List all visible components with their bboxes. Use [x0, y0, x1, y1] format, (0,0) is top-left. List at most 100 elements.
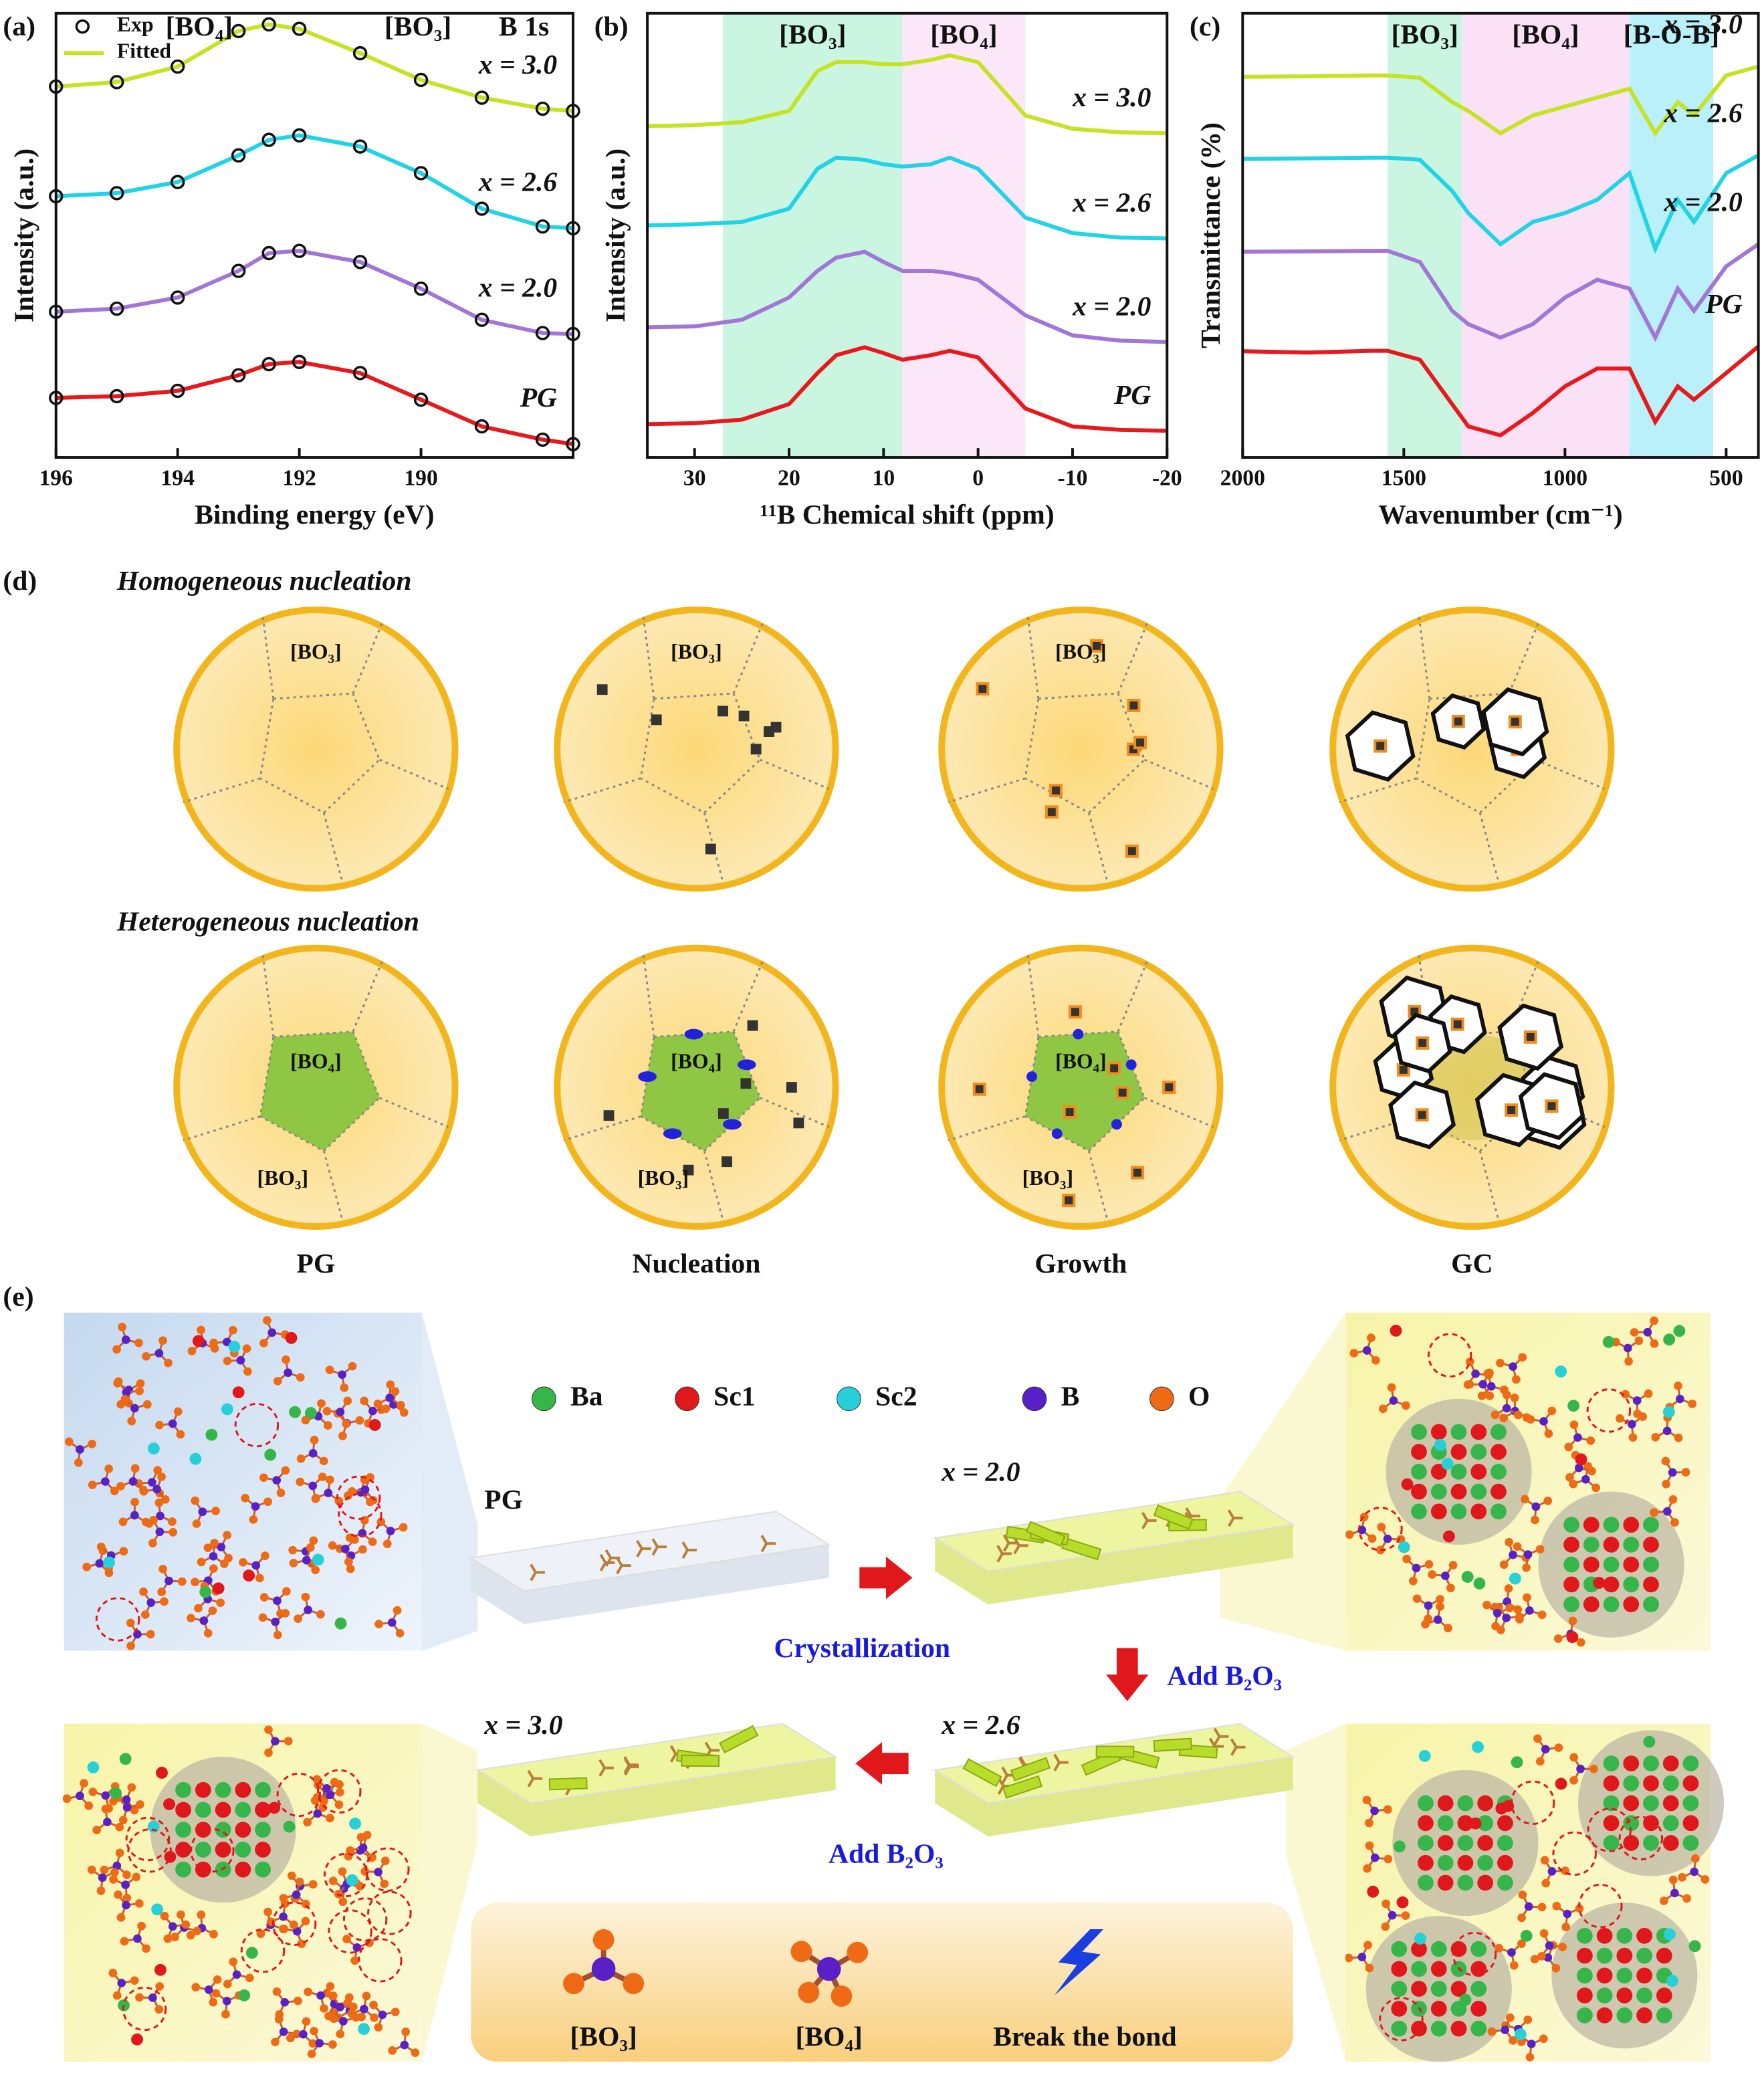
crystal-atom — [1583, 1517, 1600, 1533]
unit-bond — [1001, 1774, 1008, 1784]
o-atom — [135, 1386, 144, 1396]
boundary — [563, 1115, 641, 1141]
unit-bond — [623, 1764, 631, 1774]
crystal-atom — [1450, 2020, 1467, 2037]
o-atom — [169, 1528, 178, 1537]
legend-marker — [75, 19, 90, 34]
o-atom — [178, 1577, 187, 1586]
b-atom — [1502, 1404, 1511, 1413]
o-atom — [1558, 1943, 1567, 1951]
o-atom — [126, 1618, 135, 1628]
crystal-atom — [1563, 1537, 1579, 1553]
crystal-atom — [1411, 1424, 1427, 1440]
crystal-atom — [1450, 1444, 1467, 1460]
o-atom — [1674, 1382, 1682, 1390]
cation — [1398, 1541, 1410, 1553]
cell — [1329, 607, 1615, 892]
cation — [349, 1818, 362, 1830]
cation — [212, 1582, 225, 1595]
crystal-atom — [1616, 1947, 1633, 1964]
crystal-atom — [1662, 1815, 1679, 1832]
data-point — [292, 21, 307, 36]
crystal-atom — [1662, 1775, 1679, 1791]
nucleus — [1450, 1017, 1464, 1031]
cation — [1662, 1406, 1675, 1418]
y-axis-label: Intensity (a.u.) — [9, 148, 40, 322]
bo3-mark — [323, 1852, 368, 1898]
b-atom — [324, 1489, 333, 1497]
crystal-atom — [1636, 1967, 1652, 1984]
nucleus — [1523, 1030, 1537, 1044]
crystal-atom — [1437, 1815, 1454, 1832]
crystal-atom — [1418, 1874, 1434, 1891]
unit-bond — [760, 1535, 768, 1545]
cation — [147, 1820, 160, 1833]
o-atom — [157, 1588, 167, 1596]
x-tick-label: 10 — [872, 466, 895, 491]
crystal-atom — [1576, 1967, 1593, 1984]
o-atom — [284, 1737, 293, 1746]
crystal-atom — [1450, 1483, 1467, 1500]
o-atom — [1487, 2027, 1497, 2036]
bo3-mark — [271, 1901, 317, 1946]
b-atom — [122, 1795, 131, 1804]
slab-side — [471, 1557, 524, 1624]
nucleus — [747, 1020, 758, 1031]
unit-bond — [1208, 1737, 1216, 1747]
plot-frame — [646, 11, 1169, 459]
data-point — [170, 383, 185, 399]
unit-bond — [624, 1766, 631, 1776]
b-atom — [1509, 1362, 1517, 1371]
crystal-atom — [1623, 1517, 1640, 1533]
crystal-atom — [1682, 1795, 1699, 1812]
b-atom — [1424, 1601, 1433, 1610]
legend-label: B — [1061, 1381, 1080, 1412]
o-atom — [209, 1338, 218, 1347]
o-atom — [134, 1338, 143, 1347]
crystal-atom — [1477, 1815, 1494, 1832]
arrow — [859, 1556, 913, 1600]
crystal-atom — [1576, 1947, 1593, 1964]
unit-bond — [598, 1767, 606, 1777]
crystal-atom — [1623, 1596, 1640, 1613]
bo3-mark — [122, 1986, 167, 2032]
o-atom — [366, 1473, 374, 1482]
nucleus — [1415, 1108, 1429, 1122]
cation — [232, 1386, 245, 1399]
crystal-atom — [1636, 1927, 1652, 1944]
data-point — [261, 132, 276, 147]
crystal-atom — [1418, 1835, 1434, 1851]
nanocrystal — [681, 1755, 720, 1767]
o-atom — [286, 2034, 295, 2043]
o-atom — [318, 1472, 327, 1481]
nucleus — [1508, 715, 1522, 729]
o-atom — [1444, 1624, 1452, 1633]
b-atom — [199, 1616, 209, 1625]
crystal-atom — [1477, 1854, 1494, 1871]
o-atom — [275, 2010, 284, 2019]
annotation: B 1s — [499, 11, 549, 42]
nucleus — [1505, 1103, 1519, 1117]
o-atom — [1561, 1923, 1571, 1932]
o-atom — [1547, 1406, 1557, 1416]
cation — [151, 1903, 164, 1916]
cell-diagram: [BO₄] [BO₃] — [554, 944, 839, 1230]
o-atom — [301, 1592, 310, 1602]
o-atom — [316, 1610, 325, 1619]
nucleus — [603, 1110, 615, 1121]
crystal-atom — [1491, 1444, 1507, 1460]
glass-slab — [475, 1723, 838, 1837]
boundary — [183, 777, 261, 804]
crystal-atom — [1643, 1815, 1659, 1832]
o-atom — [1518, 1890, 1527, 1899]
o-atom — [1436, 1602, 1444, 1611]
cell-diagram: [BO₃] — [554, 607, 839, 892]
data-point — [292, 243, 307, 258]
o-atom — [1660, 1896, 1668, 1905]
nucleus — [1545, 1099, 1559, 1113]
o-atom — [210, 1539, 219, 1547]
crystal-atom — [1477, 1874, 1494, 1891]
cation — [1401, 1478, 1414, 1491]
o-atom — [336, 2030, 345, 2039]
crystal-atom — [1662, 1795, 1679, 1812]
